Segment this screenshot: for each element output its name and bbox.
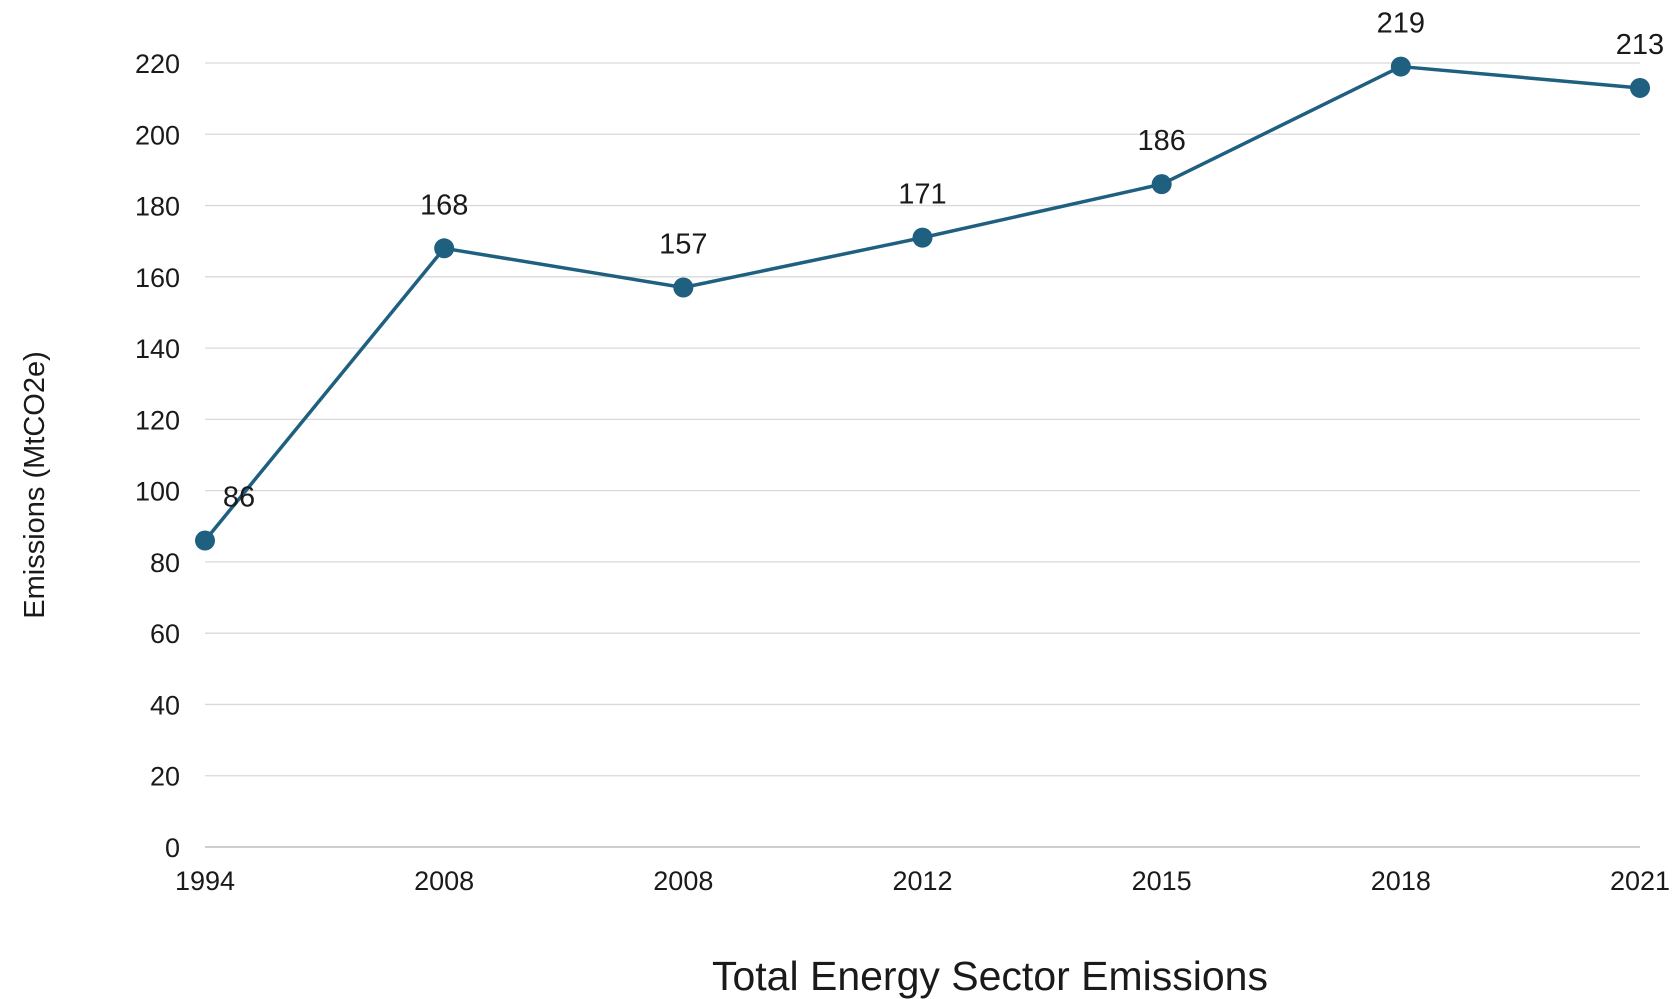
gridlines: [205, 62, 1640, 777]
data-label: 219: [1377, 8, 1425, 40]
data-label: 171: [898, 179, 946, 211]
data-label: 168: [420, 189, 468, 221]
data-labels: 86 168 157 171 186 219 213: [223, 8, 1664, 514]
x-tick-label: 2008: [414, 866, 474, 896]
data-label: 157: [659, 229, 707, 261]
data-label: 213: [1616, 29, 1664, 61]
data-points: [195, 56, 1650, 551]
y-axis-title: Emissions (MtCO2e): [19, 351, 51, 619]
y-tick-label: 120: [135, 405, 180, 435]
data-label: 186: [1137, 125, 1185, 157]
x-tick-label: 1994: [175, 866, 235, 896]
y-tick-label: 180: [135, 192, 180, 222]
x-tick-label: 2021: [1610, 866, 1670, 896]
x-axis-tick-labels: 1994 2008 2008 2012 2015 2018 2021: [175, 866, 1670, 896]
data-point: [912, 227, 933, 248]
data-point: [1390, 56, 1411, 77]
y-axis-tick-labels: 0 20 40 60 80 100 120 140 160 180 200 220: [135, 49, 180, 863]
y-tick-label: 40: [150, 690, 180, 720]
data-point: [673, 277, 694, 298]
data-point: [1630, 77, 1650, 98]
y-tick-label: 100: [135, 477, 180, 507]
data-label: 86: [223, 482, 255, 514]
y-tick-label: 140: [135, 334, 180, 364]
y-tick-label: 60: [150, 619, 180, 649]
y-tick-label: 160: [135, 263, 180, 293]
x-tick-label: 2018: [1371, 866, 1431, 896]
data-point: [195, 530, 215, 551]
y-tick-label: 220: [135, 49, 180, 79]
y-tick-label: 80: [150, 548, 180, 578]
x-tick-label: 2008: [653, 866, 713, 896]
y-tick-label: 200: [135, 120, 180, 150]
chart-title: Total Energy Sector Emissions: [712, 953, 1268, 999]
data-point: [434, 238, 455, 259]
x-tick-label: 2015: [1132, 866, 1192, 896]
data-point: [1151, 174, 1172, 195]
series-line: [203, 64, 1641, 542]
y-tick-label: 20: [150, 762, 180, 792]
x-tick-label: 2012: [892, 866, 952, 896]
y-tick-label: 0: [165, 833, 180, 863]
